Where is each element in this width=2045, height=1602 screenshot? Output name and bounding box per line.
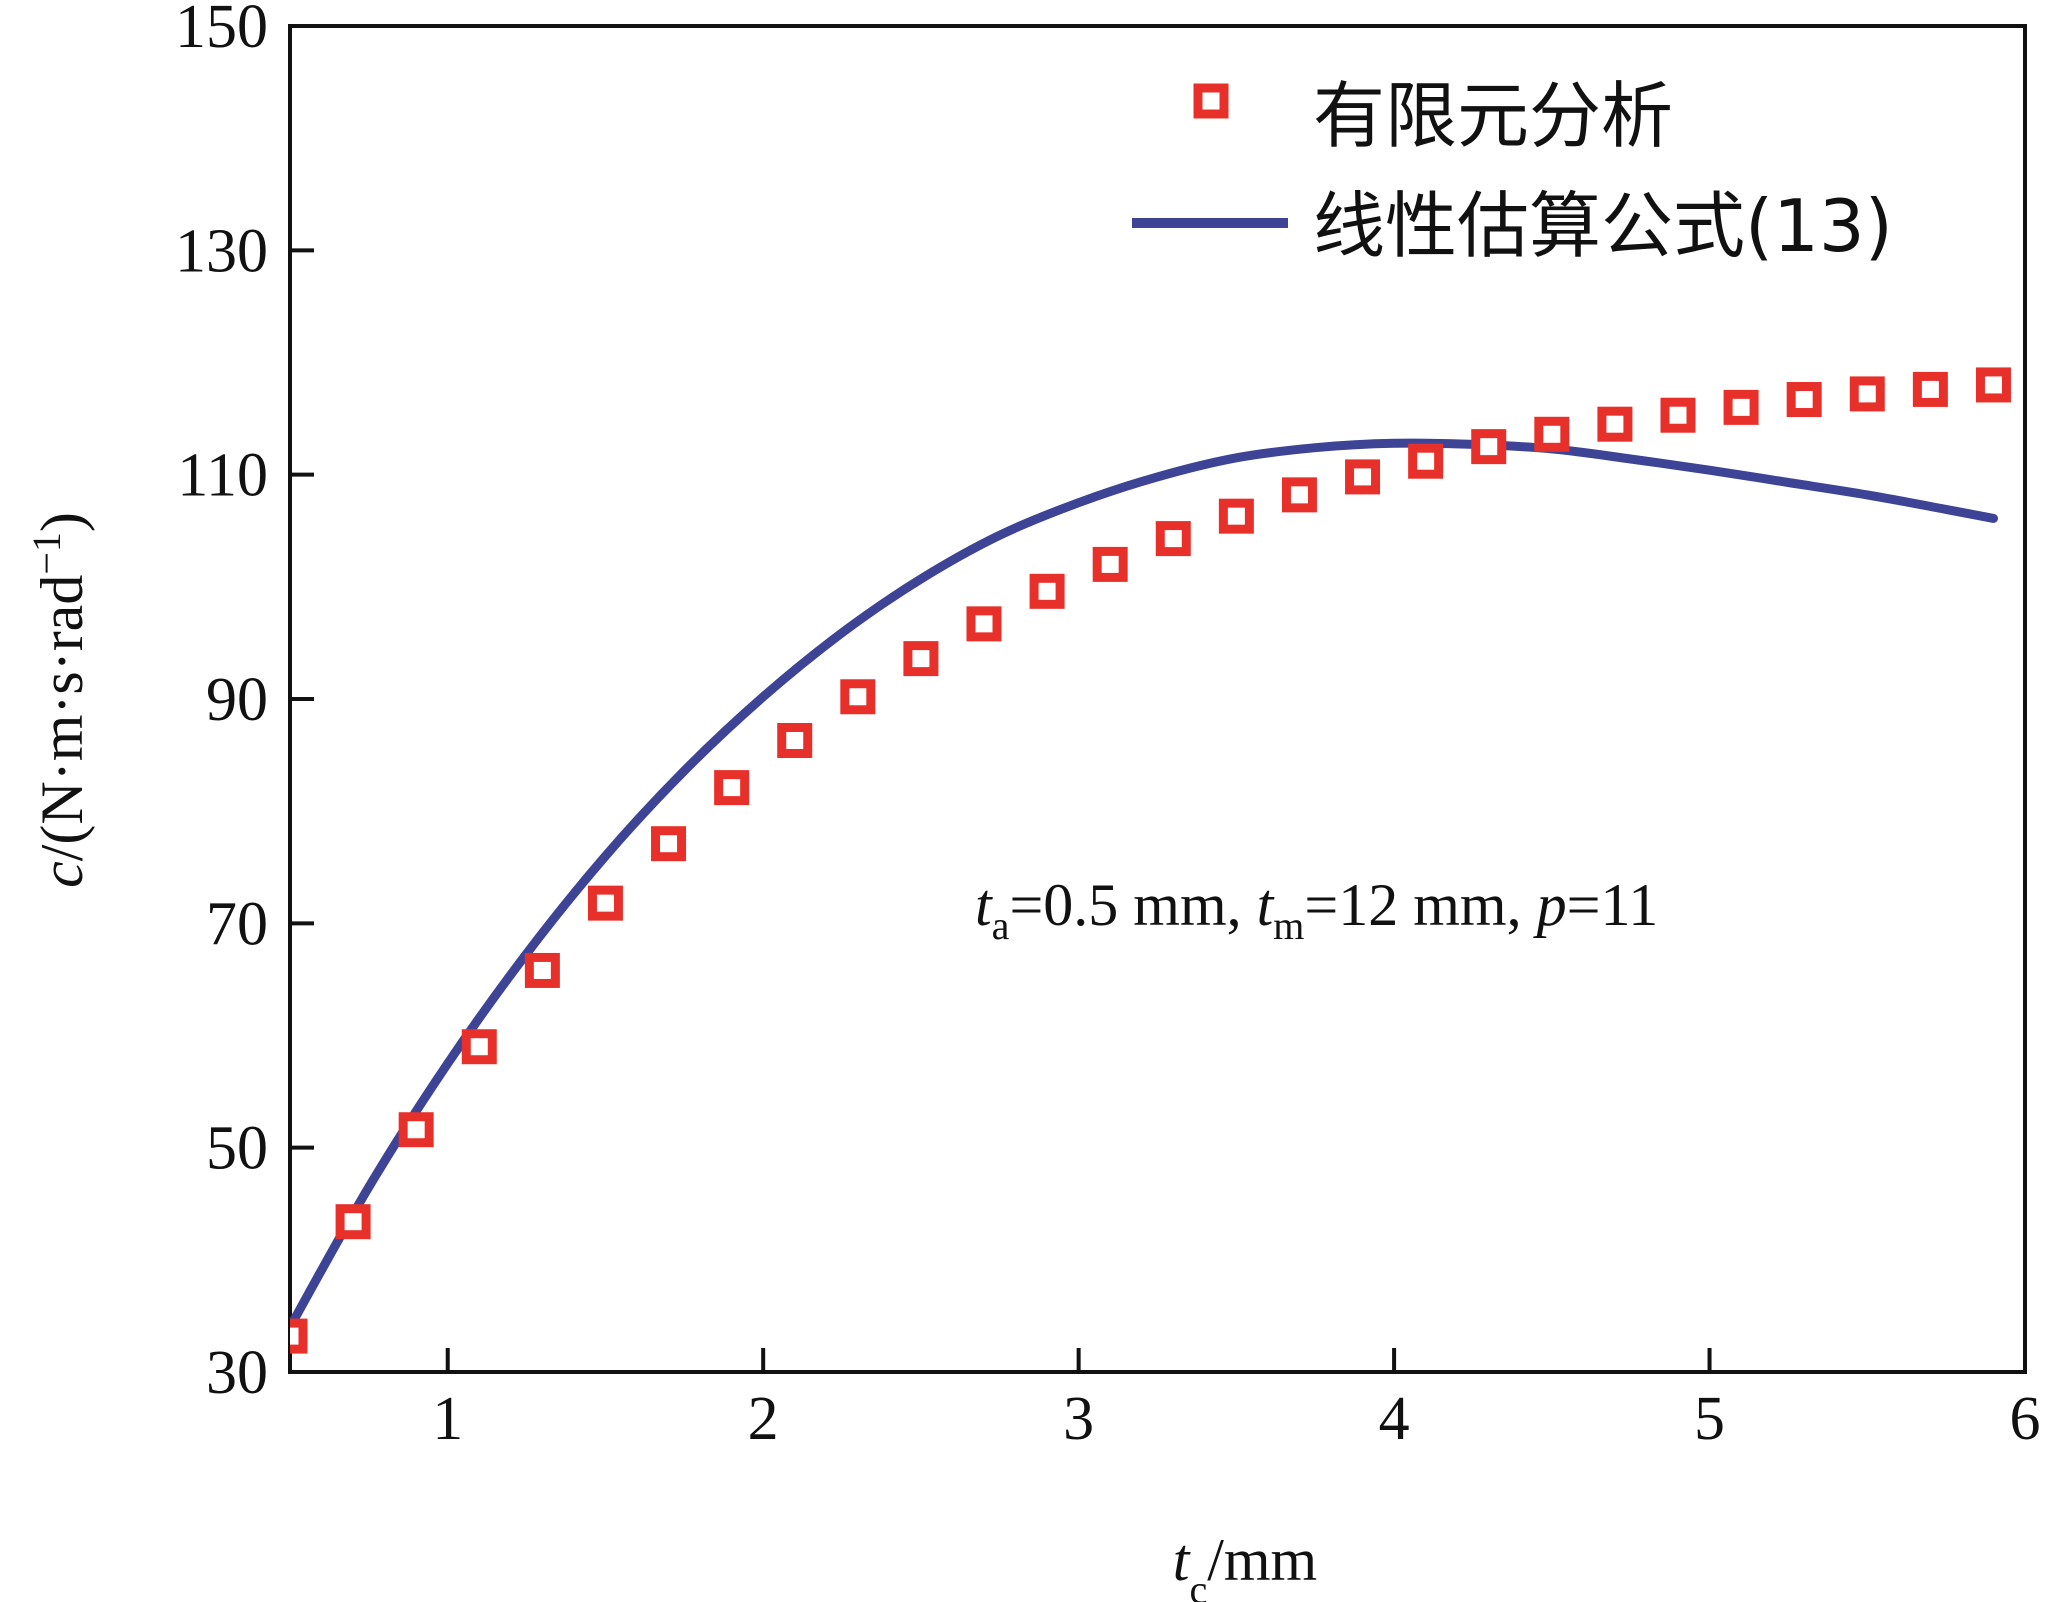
x-tick-label: 2 [748,1385,779,1453]
data-point-marker [1408,443,1444,479]
annotation-part: =11 [1567,872,1659,938]
series-markers-group [290,367,2011,1354]
data-point-marker [1975,367,2011,403]
x-axis-title: tc/mm [1173,1527,1317,1602]
data-point-marker [1029,573,1065,609]
data-point-marker [1723,389,1759,425]
annotation-part: =12 mm, [1304,872,1536,938]
axis-ticks: 1 2 3 4 5 6 30 50 70 90 110 130 150 [175,0,2041,1453]
x-tick-label: 1 [432,1385,463,1453]
data-point-marker [1218,498,1254,534]
x-tick-label: 5 [1694,1385,1725,1453]
data-point-marker [1912,371,1948,407]
data-point-marker [1786,382,1822,418]
legend-label: 线性估算公式(13) [1313,184,1893,268]
annotation-part: t [975,872,993,938]
data-point-marker [524,952,560,988]
y-axis-title: c/(N·m·s·rad−1) [24,512,96,888]
y-tick-label: 70 [206,890,268,958]
data-point-marker [1534,416,1570,452]
data-point-marker [903,641,939,677]
y-tick-label: 50 [206,1115,268,1183]
data-point-marker [1471,429,1507,465]
data-point-marker [1345,459,1381,495]
data-point-marker [1281,477,1317,513]
data-point-marker [290,1318,308,1354]
data-point-marker [461,1029,497,1065]
data-point-marker [840,679,876,715]
legend-marker-swatch [1193,83,1229,119]
x-tick-label: 3 [1063,1385,1094,1453]
data-point-marker [966,606,1002,642]
data-point-marker [398,1112,434,1148]
data-point-marker [1092,546,1128,582]
legend-label: 有限元分析 [1313,74,1673,158]
x-tick-label: 6 [2010,1385,2041,1453]
y-tick-label: 30 [206,1339,268,1407]
x-tick-label: 4 [1379,1385,1410,1453]
annotation-part: m [1273,903,1304,948]
y-tick-label: 130 [175,217,268,285]
annotation-part: t [1257,872,1275,938]
annotation-part: =0.5 mm, [1009,872,1256,938]
data-point-marker [587,885,623,921]
y-tick-label: 90 [206,666,268,734]
annotation-part: p [1533,872,1567,938]
data-point-marker [1660,397,1696,433]
annotation-part: a [992,903,1010,948]
data-point-marker [1597,406,1633,442]
parameter-annotation: ta=0.5 mm, tm=12 mm, p=11 [975,872,1658,948]
data-point-marker [651,826,687,862]
y-tick-label: 150 [175,0,268,61]
data-point-marker [1849,376,1885,412]
y-tick-label: 110 [177,442,268,510]
data-point-marker [335,1204,371,1240]
data-point-marker [777,723,813,759]
data-point-marker [714,770,750,806]
data-point-marker [1155,521,1191,557]
